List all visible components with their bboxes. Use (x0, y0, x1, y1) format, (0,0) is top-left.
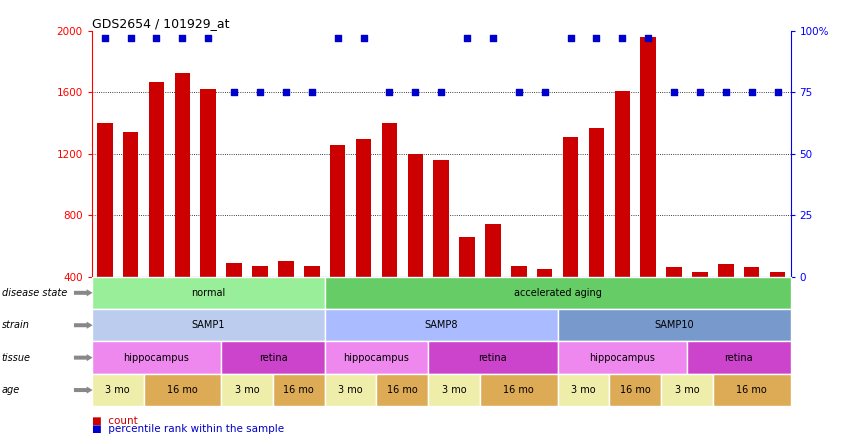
Text: 16 mo: 16 mo (387, 385, 417, 395)
Bar (123, 132, 139, 277)
Bar (201, 89, 216, 277)
Text: ■  count: ■ count (92, 416, 138, 427)
Bar (770, 272, 785, 277)
Bar (485, 224, 501, 277)
Text: 3 mo: 3 mo (338, 385, 363, 395)
Bar (666, 267, 682, 277)
Point (357, 35, 371, 42)
Text: 3 mo: 3 mo (105, 385, 130, 395)
Text: SAMP8: SAMP8 (424, 320, 458, 330)
Text: tissue: tissue (2, 353, 31, 363)
Point (719, 89, 733, 96)
Bar (434, 160, 449, 277)
Bar (563, 137, 578, 277)
Point (667, 89, 681, 96)
Text: hippocampus: hippocampus (589, 353, 655, 363)
Bar (174, 72, 190, 277)
Text: accelerated aging: accelerated aging (513, 288, 602, 298)
Text: 16 mo: 16 mo (736, 385, 767, 395)
Bar (304, 266, 320, 277)
Point (150, 35, 163, 42)
Point (512, 89, 525, 96)
Point (253, 89, 267, 96)
Point (771, 89, 785, 96)
Point (642, 35, 655, 42)
Bar (615, 91, 630, 277)
Bar (382, 123, 397, 277)
Bar (640, 37, 656, 277)
Text: retina: retina (258, 353, 287, 363)
Bar (149, 82, 164, 277)
Point (124, 35, 138, 42)
Text: 3 mo: 3 mo (235, 385, 259, 395)
Point (434, 89, 448, 96)
Text: 16 mo: 16 mo (620, 385, 650, 395)
Text: normal: normal (191, 288, 225, 298)
Text: retina: retina (479, 353, 507, 363)
Text: GDS2654 / 101929_at: GDS2654 / 101929_at (92, 17, 230, 30)
Point (538, 89, 552, 96)
Bar (407, 154, 423, 277)
Point (201, 35, 215, 42)
Bar (589, 128, 604, 277)
Point (590, 35, 604, 42)
Point (564, 35, 577, 42)
Point (382, 89, 396, 96)
Text: 16 mo: 16 mo (167, 385, 198, 395)
Text: SAMP10: SAMP10 (654, 320, 694, 330)
Point (460, 35, 473, 42)
Text: strain: strain (2, 320, 30, 330)
Point (305, 89, 319, 96)
Text: hippocampus: hippocampus (343, 353, 410, 363)
Bar (356, 139, 371, 277)
Bar (252, 266, 268, 277)
Point (331, 35, 344, 42)
Text: 3 mo: 3 mo (675, 385, 700, 395)
Text: 16 mo: 16 mo (283, 385, 314, 395)
Bar (226, 263, 242, 277)
Text: age: age (2, 385, 20, 395)
Text: hippocampus: hippocampus (123, 353, 190, 363)
Bar (459, 237, 475, 277)
Bar (330, 145, 345, 277)
Point (227, 89, 241, 96)
Point (693, 89, 706, 96)
Point (486, 35, 500, 42)
Point (409, 89, 422, 96)
Bar (511, 266, 526, 277)
Bar (744, 267, 759, 277)
Bar (718, 264, 734, 277)
Bar (97, 123, 112, 277)
Bar (537, 269, 553, 277)
Point (615, 35, 629, 42)
Text: disease state: disease state (2, 288, 67, 298)
Point (98, 35, 111, 42)
Bar (278, 261, 293, 277)
Bar (692, 272, 708, 277)
Point (176, 35, 190, 42)
Point (745, 89, 758, 96)
Text: 16 mo: 16 mo (503, 385, 534, 395)
Text: retina: retina (724, 353, 753, 363)
Text: ■  percentile rank within the sample: ■ percentile rank within the sample (92, 424, 284, 435)
Text: 3 mo: 3 mo (442, 385, 467, 395)
Text: SAMP1: SAMP1 (191, 320, 225, 330)
Point (279, 89, 292, 96)
Text: 3 mo: 3 mo (571, 385, 596, 395)
